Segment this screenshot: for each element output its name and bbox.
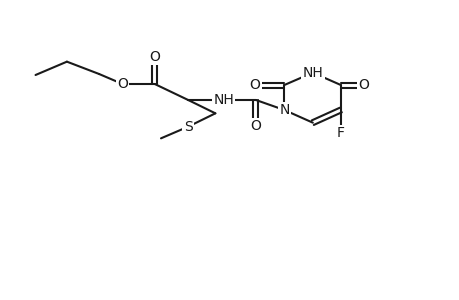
Text: O: O: [250, 119, 261, 133]
Text: NH: NH: [213, 93, 234, 107]
Text: S: S: [184, 120, 192, 134]
Text: O: O: [249, 78, 260, 92]
Text: O: O: [149, 50, 160, 64]
Text: O: O: [358, 78, 369, 92]
Text: O: O: [117, 77, 128, 91]
Text: NH: NH: [302, 66, 323, 80]
Text: F: F: [336, 126, 344, 140]
Text: N: N: [279, 103, 289, 117]
